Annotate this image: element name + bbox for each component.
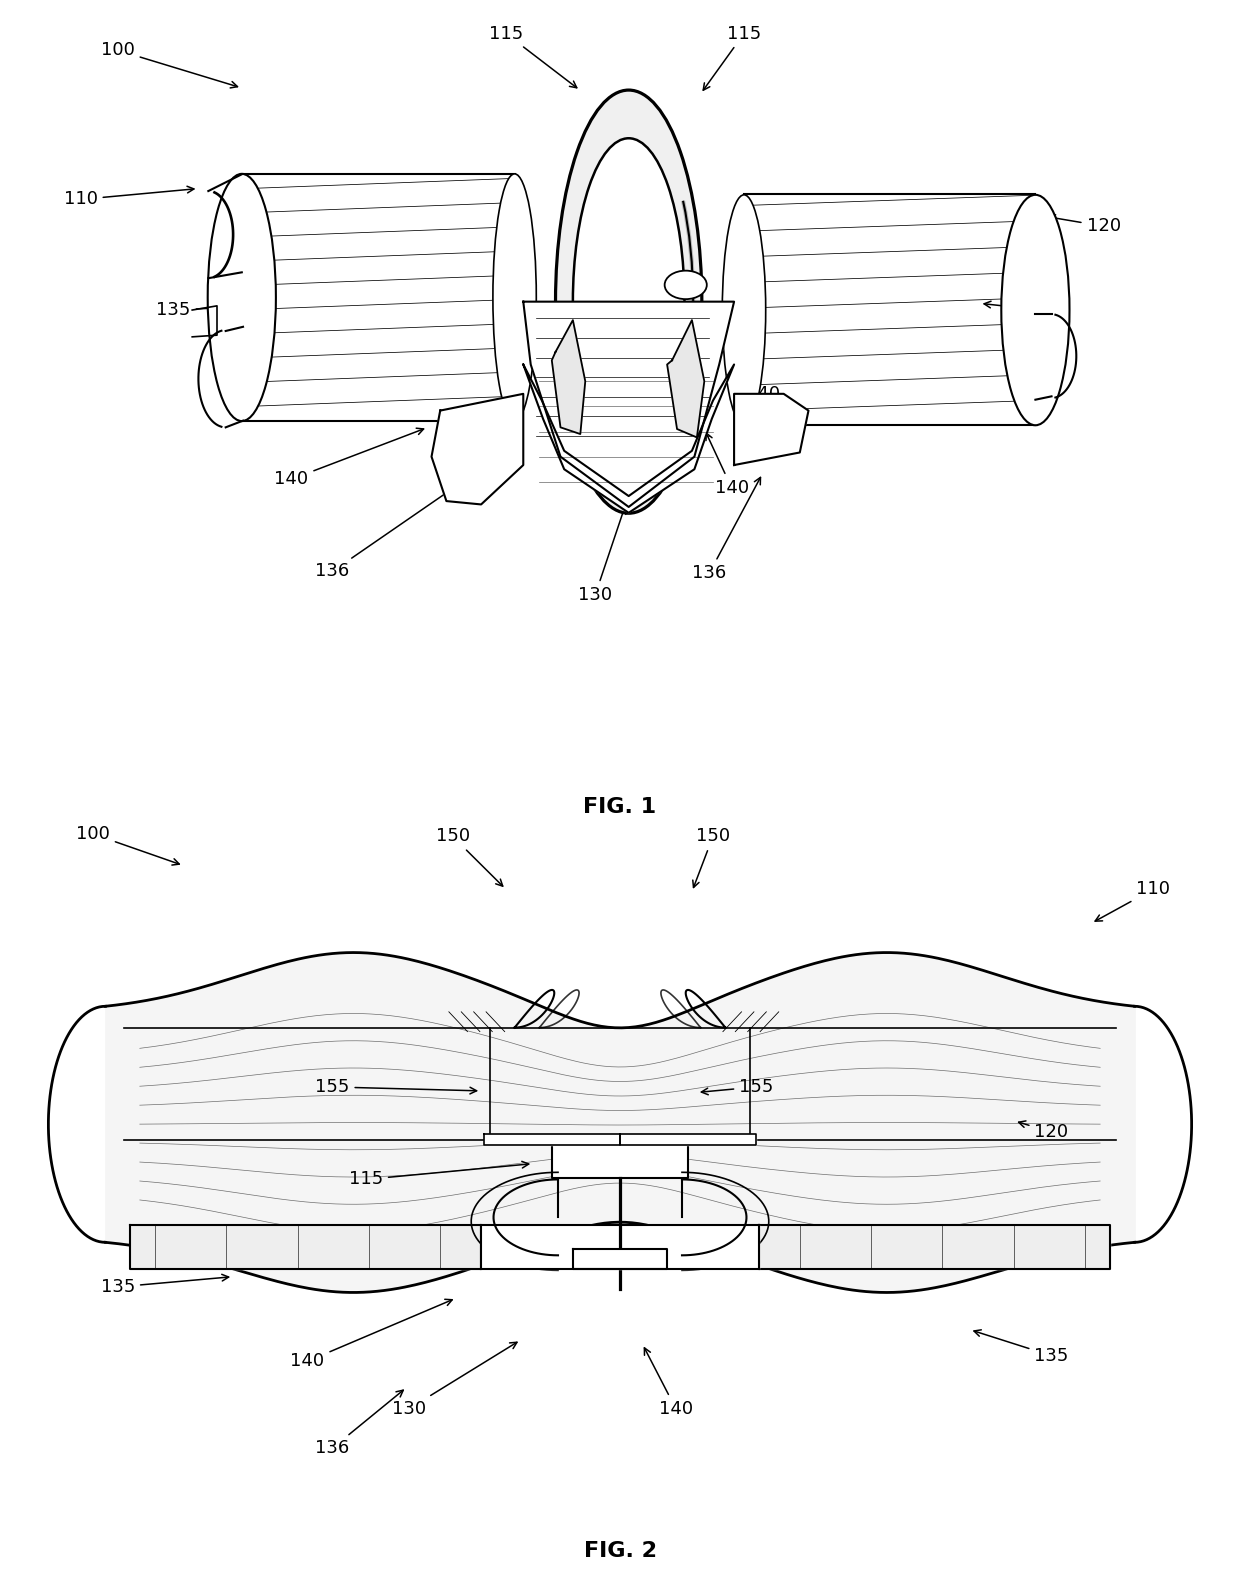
Ellipse shape: [494, 174, 537, 421]
Text: 135: 135: [156, 300, 255, 319]
Ellipse shape: [556, 90, 702, 514]
Polygon shape: [667, 319, 704, 438]
Polygon shape: [552, 319, 585, 435]
Text: 140: 140: [274, 428, 424, 489]
Text: 150: 150: [435, 827, 502, 887]
Text: 140: 140: [733, 367, 780, 403]
Text: 115: 115: [703, 25, 761, 90]
Circle shape: [665, 270, 707, 299]
Text: 100: 100: [100, 41, 238, 89]
Polygon shape: [523, 365, 734, 512]
Ellipse shape: [208, 174, 277, 421]
Text: 130: 130: [578, 508, 626, 604]
Text: 130: 130: [392, 1342, 517, 1418]
Text: 135: 135: [985, 300, 1059, 319]
Polygon shape: [481, 1225, 759, 1268]
Text: 120: 120: [1049, 215, 1121, 236]
Ellipse shape: [1001, 194, 1069, 425]
Text: 100: 100: [76, 825, 180, 865]
Text: 136: 136: [315, 1390, 403, 1458]
Text: 110: 110: [63, 187, 193, 209]
Polygon shape: [620, 1135, 756, 1145]
Text: 140: 140: [706, 433, 749, 496]
Text: FIG. 2: FIG. 2: [584, 1541, 656, 1562]
Text: 135: 135: [973, 1330, 1069, 1364]
Polygon shape: [432, 394, 523, 504]
Text: 140: 140: [645, 1349, 693, 1418]
Text: 110: 110: [1095, 881, 1171, 922]
Polygon shape: [573, 1249, 667, 1268]
Text: 115: 115: [348, 1162, 528, 1189]
Text: FIG. 1: FIG. 1: [584, 797, 656, 817]
Polygon shape: [130, 1225, 481, 1268]
Text: 155: 155: [702, 1078, 774, 1096]
Ellipse shape: [722, 194, 766, 425]
Polygon shape: [734, 394, 808, 465]
Text: 135: 135: [100, 1274, 228, 1296]
Text: 150: 150: [693, 827, 730, 887]
Text: 140: 140: [290, 1300, 453, 1371]
Text: 136: 136: [692, 477, 760, 582]
Text: 136: 136: [315, 489, 453, 580]
Text: 155: 155: [315, 1078, 476, 1096]
Text: 120: 120: [1018, 1121, 1069, 1141]
Polygon shape: [759, 1225, 1110, 1268]
Polygon shape: [484, 1135, 620, 1145]
Ellipse shape: [573, 138, 684, 465]
Polygon shape: [523, 302, 734, 508]
Text: 115: 115: [489, 25, 577, 89]
Polygon shape: [552, 1140, 688, 1178]
